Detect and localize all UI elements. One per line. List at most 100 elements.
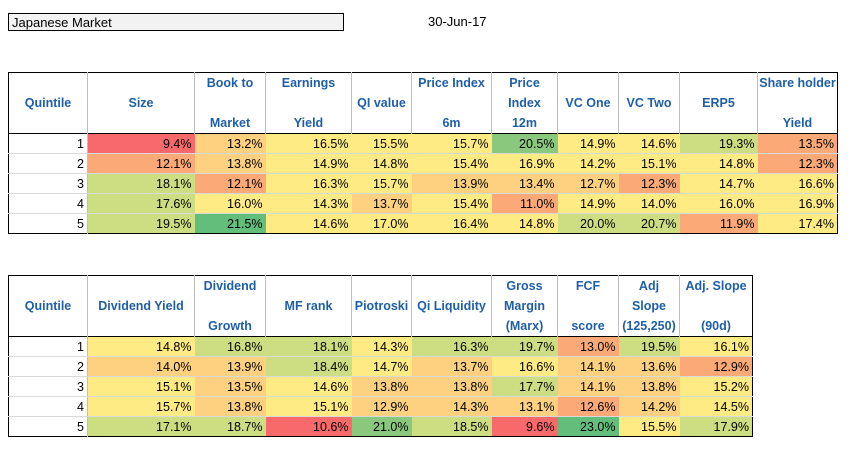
column-header-line: Quintile <box>24 299 72 313</box>
column-header: ERP5 <box>679 72 758 134</box>
value-cell: 15.2% <box>679 376 753 397</box>
value-cell: 12.9% <box>351 396 412 417</box>
value-cell: 16.4% <box>411 213 492 234</box>
column-header-line: Index <box>508 96 541 110</box>
value-cell: 14.8% <box>491 213 558 234</box>
table-row: 3 15.1% 13.5% 14.6% 13.8% 13.8% 17.7% 14.1% 13.8… <box>8 376 753 397</box>
column-header-line <box>88 113 194 133</box>
value-cell: 11.0% <box>491 193 558 214</box>
column-header: Quintile <box>8 275 88 337</box>
table-row: 3 18.1% 12.1% 16.3% 15.7% 13.9% 13.4% 12.7% 12.3… <box>8 173 838 194</box>
column-header-line: (90d) <box>701 319 731 333</box>
column-header-line <box>680 113 757 133</box>
value-cell: 9.4% <box>87 133 195 154</box>
column-header-line: VC Two <box>626 96 672 110</box>
quintile-cell: 3 <box>8 173 88 194</box>
column-header-line <box>9 276 87 296</box>
value-cell: 15.7% <box>87 396 195 417</box>
column-header: VC Two <box>618 72 680 134</box>
value-cell: 18.7% <box>194 416 266 437</box>
value-cell: 13.5% <box>194 376 266 397</box>
value-cell: 12.3% <box>757 153 838 174</box>
value-cell: 14.1% <box>557 376 619 397</box>
value-cell: 14.0% <box>87 356 195 377</box>
quintile-cell: 2 <box>8 153 88 174</box>
column-header-line: (125,250) <box>622 319 676 333</box>
column-header-line <box>195 296 265 316</box>
column-header-line: Dividend <box>203 279 257 293</box>
value-cell: 17.6% <box>87 193 195 214</box>
value-cell: 18.5% <box>411 416 492 437</box>
column-header: FCF score <box>557 275 619 337</box>
value-cell: 15.1% <box>265 396 352 417</box>
column-header: Size <box>87 72 195 134</box>
column-header-line <box>619 73 679 93</box>
value-cell: 16.9% <box>491 153 558 174</box>
column-header: Price Index 6m <box>411 72 492 134</box>
column-header-line <box>352 276 411 296</box>
column-header-line: Adj <box>638 279 660 293</box>
column-header: Earnings Yield <box>265 72 352 134</box>
value-cell: 16.5% <box>265 133 352 154</box>
column-header-line: MF rank <box>284 299 333 313</box>
column-header: Book to Market <box>194 72 266 134</box>
column-header-line <box>352 73 411 93</box>
column-header-line: Gross <box>506 279 543 293</box>
value-cell: 13.8% <box>194 153 266 174</box>
column-header-line <box>558 113 618 133</box>
table-row: 1 14.8% 16.8% 18.1% 14.3% 16.3% 19.7% 13.0% 19.5… <box>8 336 753 357</box>
value-cell: 13.2% <box>194 133 266 154</box>
column-header-line <box>9 113 87 133</box>
value-cell: 15.1% <box>87 376 195 397</box>
column-header-line: score <box>571 319 605 333</box>
column-header: Piotroski <box>351 275 412 337</box>
quintile-cell: 5 <box>8 416 88 437</box>
value-cell: 13.4% <box>491 173 558 194</box>
value-cell: 14.7% <box>679 173 758 194</box>
value-cell: 14.1% <box>557 356 619 377</box>
value-cell: 14.9% <box>557 193 619 214</box>
column-header: VC One <box>557 72 619 134</box>
column-header-line <box>195 93 265 113</box>
column-header-line: (Marx) <box>505 319 544 333</box>
table-row: 5 17.1% 18.7% 10.6% 21.0% 18.5% 9.6% 23.0% 15.5%… <box>8 416 753 437</box>
value-cell: 14.7% <box>351 356 412 377</box>
column-header-line <box>88 316 194 336</box>
column-header-line: Piotroski <box>354 299 409 313</box>
value-cell: 20.0% <box>557 213 619 234</box>
column-header-line: Qi Liquidity <box>417 299 486 313</box>
value-cell: 13.8% <box>194 396 266 417</box>
value-cell: 13.8% <box>411 376 492 397</box>
column-header-line: Price <box>509 76 540 90</box>
column-header-line <box>412 93 491 113</box>
value-cell: 16.3% <box>265 173 352 194</box>
value-cell: 20.5% <box>491 133 558 154</box>
column-header: Price Index 12m <box>491 72 558 134</box>
quintile-cell: 2 <box>8 356 88 377</box>
value-cell: 19.5% <box>618 336 680 357</box>
value-cell: 17.7% <box>491 376 558 397</box>
value-cell: 14.0% <box>618 193 680 214</box>
table-row: 2 12.1% 13.8% 14.9% 14.8% 15.4% 16.9% 14.2% 15.1… <box>8 153 838 174</box>
column-header: Qi Liquidity <box>411 275 492 337</box>
column-header-line <box>412 316 491 336</box>
value-cell: 14.6% <box>618 133 680 154</box>
column-header-line <box>558 296 618 316</box>
value-cell: 21.0% <box>351 416 412 437</box>
column-header: Gross Margin (Marx) <box>491 275 558 337</box>
value-cell: 14.3% <box>351 336 412 357</box>
report-date: 30-Jun-17 <box>428 14 487 29</box>
column-header-line: Market <box>209 116 251 130</box>
column-header-line: FCF <box>575 279 601 293</box>
column-header-line: Size <box>128 96 154 110</box>
column-header-line <box>9 73 87 93</box>
value-cell: 21.5% <box>194 213 266 234</box>
value-cell: 18.1% <box>265 336 352 357</box>
column-header-line: Yield <box>782 116 813 130</box>
value-cell: 16.8% <box>194 336 266 357</box>
column-header-line <box>680 73 757 93</box>
column-header-line: QI value <box>357 96 406 110</box>
column-header-line: Quintile <box>24 96 72 110</box>
value-cell: 10.6% <box>265 416 352 437</box>
value-cell: 17.1% <box>87 416 195 437</box>
